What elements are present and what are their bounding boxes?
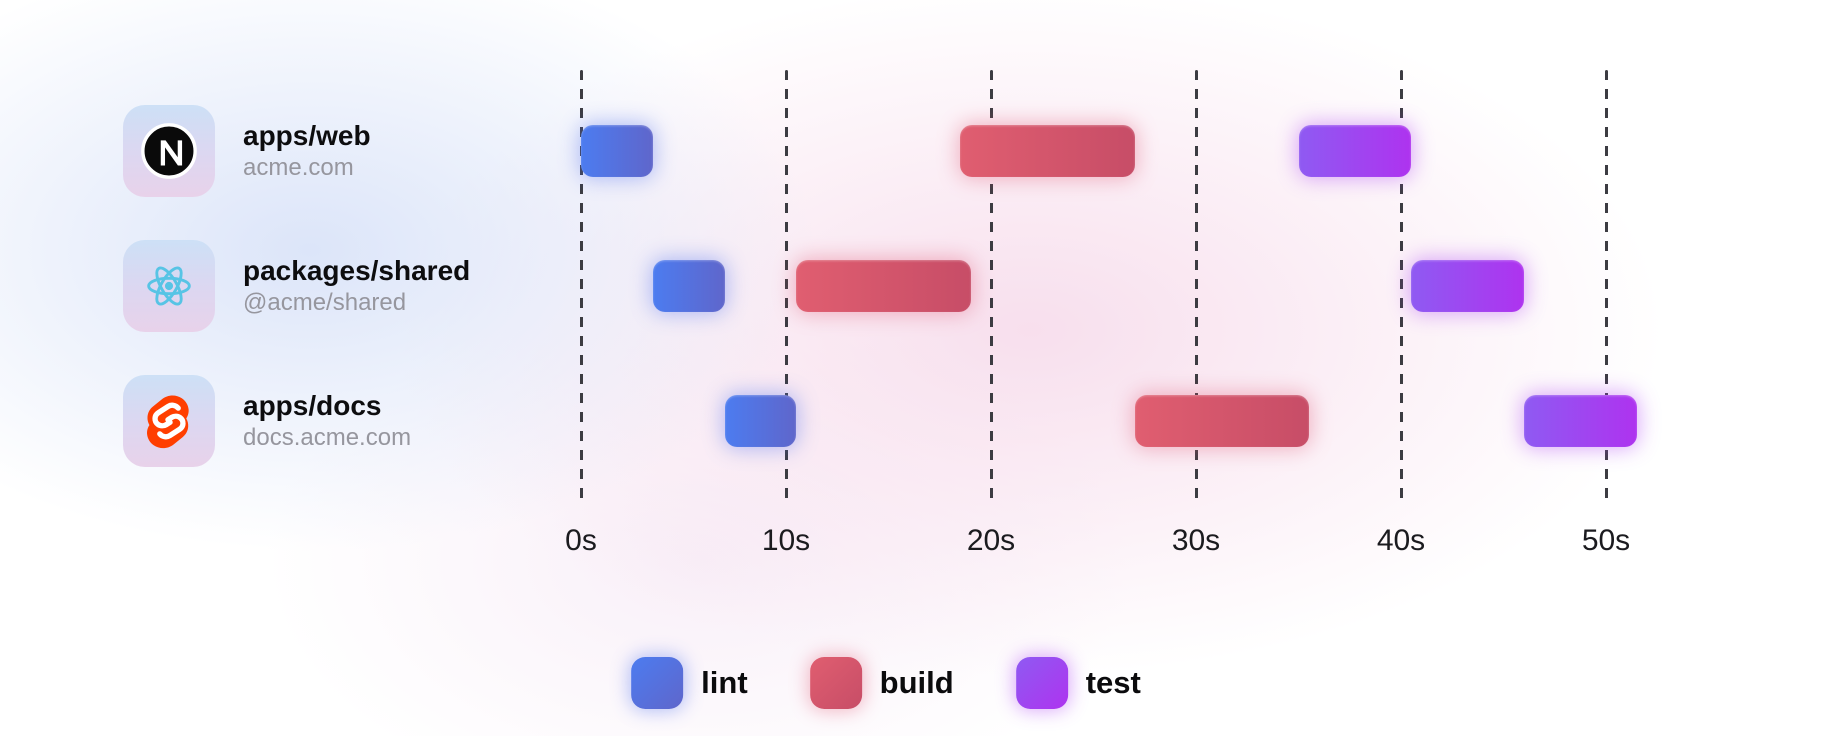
project-subtitle: docs.acme.com	[243, 424, 412, 451]
task-bar-apps-web-build	[960, 125, 1135, 177]
gridline-10s	[784, 70, 788, 506]
task-bar-apps-docs-build	[1134, 395, 1309, 447]
legend-swatch-build	[809, 657, 862, 709]
gridline-30s	[1194, 70, 1198, 506]
axis-tick-label: 20s	[966, 524, 1016, 557]
legend-label-build: build	[879, 665, 954, 700]
project-labels: packages/shared @acme/shared	[243, 240, 470, 332]
legend-item-lint: lint	[631, 657, 748, 709]
task-bar-packages-shared-test	[1411, 260, 1524, 312]
react-icon	[138, 255, 200, 317]
legend-label-lint: lint	[701, 665, 748, 700]
axis-tick-label: 30s	[1171, 524, 1221, 557]
gridline-40s	[1399, 70, 1403, 506]
gridline-50s	[1604, 70, 1608, 506]
task-bar-apps-web-lint	[581, 125, 653, 177]
task-bar-apps-web-test	[1298, 125, 1412, 177]
project-icon-tile	[123, 375, 215, 467]
project-labels: apps/web acme.com	[243, 105, 371, 197]
axis-tick-label: 50s	[1581, 524, 1631, 557]
legend-label-test: test	[1085, 665, 1141, 700]
project-icon-tile	[123, 240, 215, 332]
gridline-20s	[989, 70, 993, 506]
gridline-0s	[579, 70, 583, 506]
project-icon-tile	[123, 105, 215, 197]
task-bar-packages-shared-build	[796, 260, 971, 312]
project-title: apps/docs	[243, 390, 382, 421]
nextjs-icon	[138, 120, 200, 182]
project-subtitle: acme.com	[243, 154, 354, 181]
legend-item-build: build	[809, 657, 954, 709]
axis-tick-label: 40s	[1376, 524, 1426, 557]
svelte-icon	[138, 390, 200, 452]
axis-tick-label: 0s	[565, 524, 597, 557]
legend-swatch-test	[1015, 657, 1068, 709]
axis-tick-label: 10s	[761, 524, 811, 557]
task-bar-apps-docs-lint	[724, 395, 797, 447]
legend-swatch-lint	[631, 657, 684, 709]
legend: lint build test	[631, 657, 1141, 709]
task-bar-apps-docs-test	[1524, 395, 1637, 447]
project-subtitle: @acme/shared	[243, 289, 407, 316]
project-title: packages/shared	[243, 255, 471, 286]
project-labels: apps/docs docs.acme.com	[243, 375, 411, 467]
legend-item-test: test	[1015, 657, 1141, 709]
task-bar-packages-shared-lint	[652, 260, 725, 312]
project-title: apps/web	[243, 120, 371, 151]
